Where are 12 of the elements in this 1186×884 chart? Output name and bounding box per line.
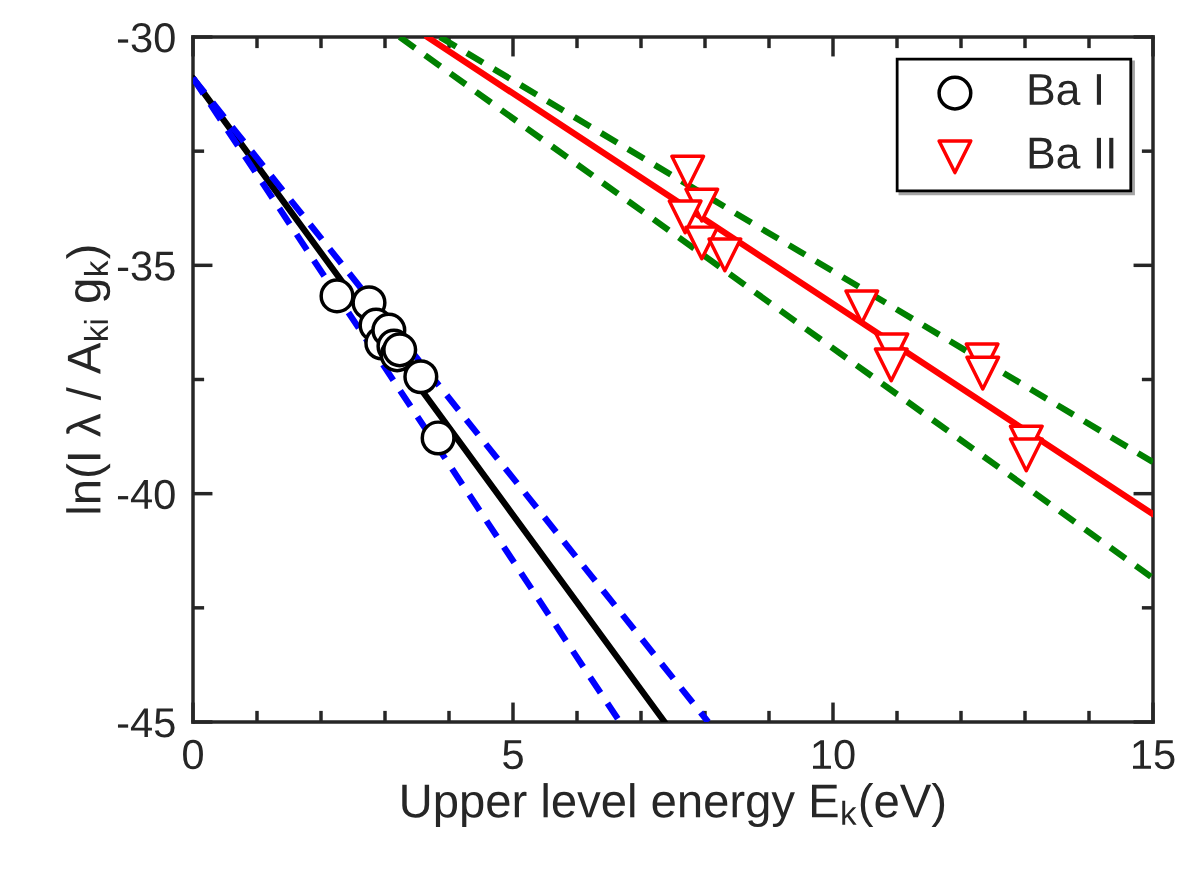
x-tick-label: 15 xyxy=(1133,740,1175,770)
x-axis-title: Upper level energy E$_{k}$(eV) xyxy=(402,783,945,828)
y-tick-label: -30 xyxy=(117,23,175,53)
y-tick-label: -45 xyxy=(117,708,175,738)
x-tick-label: 5 xyxy=(503,740,523,770)
y-tick-label: -40 xyxy=(117,479,175,510)
legend-label: Ba II xyxy=(1029,137,1114,169)
x-tick-label: 10 xyxy=(813,739,855,770)
legend-label: Ba I xyxy=(1029,74,1101,106)
x-tick-label: 0 xyxy=(183,739,203,770)
y-tick-label: -35 xyxy=(117,251,175,281)
y-axis-title: ln(I λ / A$_{ki}$ g$_{k}$) xyxy=(66,246,111,513)
